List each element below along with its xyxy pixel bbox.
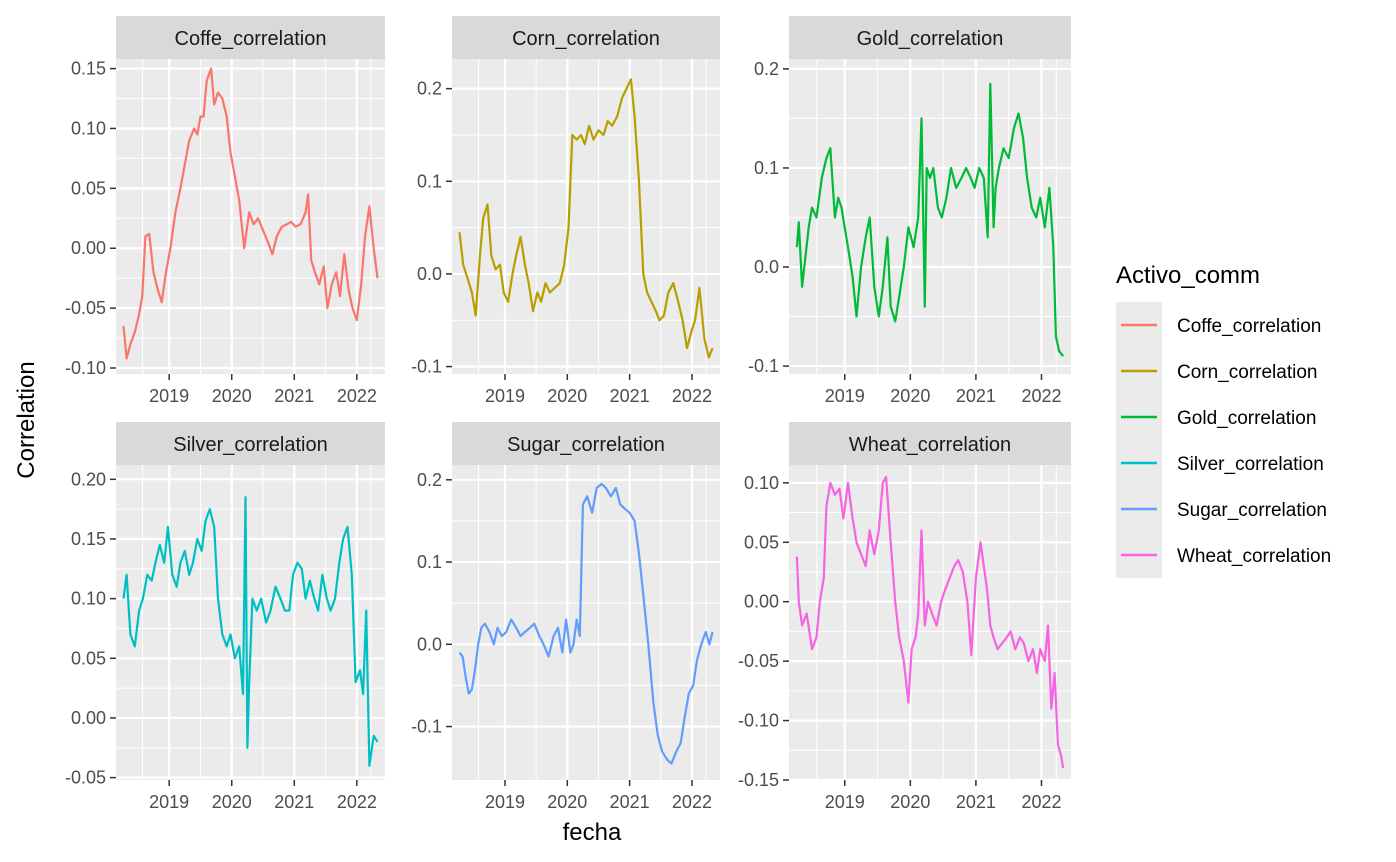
legend-label: Sugar_correlation xyxy=(1177,500,1327,521)
y-tick-label: -0.05 xyxy=(65,298,106,318)
legend-label: Corn_correlation xyxy=(1177,362,1317,383)
y-tick-label: -0.15 xyxy=(738,770,779,790)
facet-strip xyxy=(452,422,720,465)
x-tick-label: 2020 xyxy=(890,792,930,812)
x-tick-label: 2021 xyxy=(274,792,314,812)
x-tick-label: 2019 xyxy=(825,386,865,406)
facet-panels: Coffe_correlation -0.10 -0.05 0.00 0.05 0.10 0… xyxy=(65,16,1071,812)
y-tick-label: 0.05 xyxy=(71,178,106,198)
facet-strip-label: Corn_correlation xyxy=(512,28,660,50)
x-tick-label: 2020 xyxy=(212,386,252,406)
facet-strip xyxy=(116,16,385,59)
legend-title: Activo_comm xyxy=(1116,262,1260,289)
x-tick-label: 2022 xyxy=(672,792,712,812)
x-tick-label: 2020 xyxy=(547,792,587,812)
y-tick-label: 0.05 xyxy=(744,532,779,552)
facet-panel-2: Corn_correlation -0.1 0.0 0.1 0.2 2019 2020 202… xyxy=(411,16,720,406)
x-tick-label: 2021 xyxy=(956,792,996,812)
y-tick-label: 0.00 xyxy=(71,708,106,728)
y-tick-label: 0.15 xyxy=(71,59,106,79)
series-line-Silver_correlation xyxy=(122,496,379,767)
facet-panel-6: Wheat_correlation -0.15 -0.10 -0.05 0.00 0.05… xyxy=(738,422,1071,812)
facet-strip-label: Sugar_correlation xyxy=(507,434,665,456)
y-tick-label: -0.10 xyxy=(65,358,106,378)
panel-background xyxy=(789,465,1071,780)
y-tick-label: 0.2 xyxy=(417,470,442,490)
y-tick-label: 0.0 xyxy=(417,634,442,654)
series-line-Corn_correlation xyxy=(458,78,714,359)
facet-strip xyxy=(452,16,720,59)
y-tick-label: 0.20 xyxy=(71,469,106,489)
facet-strip-label: Gold_correlation xyxy=(857,28,1004,50)
legend-key-background xyxy=(1116,302,1162,578)
x-tick-label: 2020 xyxy=(212,792,252,812)
facet-panel-3: Gold_correlation -0.1 0.0 0.1 0.2 2019 2020 202… xyxy=(748,16,1071,406)
facet-strip-label: Wheat_correlation xyxy=(849,434,1011,456)
x-tick-label: 2022 xyxy=(672,386,712,406)
y-tick-label: 0.00 xyxy=(744,592,779,612)
series-line-Sugar_correlation xyxy=(458,482,714,765)
x-tick-label: 2019 xyxy=(485,792,525,812)
y-tick-label: 0.1 xyxy=(417,171,442,191)
x-tick-label: 2022 xyxy=(1021,386,1061,406)
facet-strip-label: Silver_correlation xyxy=(173,434,328,456)
y-axis-title: Correlation xyxy=(13,361,40,478)
y-tick-label: 0.10 xyxy=(744,473,779,493)
y-tick-label: 0.2 xyxy=(754,59,779,79)
legend-label: Wheat_correlation xyxy=(1177,546,1331,567)
legend-label: Silver_correlation xyxy=(1177,454,1324,475)
x-tick-label: 2021 xyxy=(610,386,650,406)
x-tick-label: 2019 xyxy=(149,386,189,406)
x-tick-label: 2021 xyxy=(274,386,314,406)
y-tick-label: 0.00 xyxy=(71,238,106,258)
y-tick-label: -0.1 xyxy=(748,356,779,376)
y-tick-label: 0.10 xyxy=(71,589,106,609)
legend-label: Coffe_correlation xyxy=(1177,316,1321,337)
x-tick-label: 2019 xyxy=(485,386,525,406)
x-tick-label: 2019 xyxy=(825,792,865,812)
y-tick-label: 0.0 xyxy=(754,257,779,277)
legend: Activo_comm Coffe_correlation Corn_correl… xyxy=(1116,262,1331,578)
x-tick-label: 2022 xyxy=(337,792,377,812)
x-tick-label: 2020 xyxy=(547,386,587,406)
y-tick-label: 0.15 xyxy=(71,529,106,549)
x-tick-label: 2021 xyxy=(956,386,996,406)
x-axis-title: fecha xyxy=(563,819,622,846)
y-tick-label: 0.10 xyxy=(71,118,106,138)
y-tick-label: 0.1 xyxy=(417,552,442,572)
facet-strip xyxy=(789,422,1071,465)
y-tick-label: 0.1 xyxy=(754,158,779,178)
y-tick-label: -0.1 xyxy=(411,717,442,737)
x-tick-label: 2019 xyxy=(149,792,189,812)
facet-panel-4: Silver_correlation -0.05 0.00 0.05 0.10 0.15 0… xyxy=(65,422,385,812)
x-tick-label: 2021 xyxy=(610,792,650,812)
facet-strip-label: Coffe_correlation xyxy=(175,28,327,50)
x-tick-label: 2022 xyxy=(1021,792,1061,812)
y-tick-label: -0.05 xyxy=(738,651,779,671)
x-tick-label: 2022 xyxy=(337,386,377,406)
y-tick-label: -0.05 xyxy=(65,768,106,788)
panel-background xyxy=(452,59,720,374)
facet-panel-5: Sugar_correlation -0.1 0.0 0.1 0.2 2019 2020 20… xyxy=(411,422,720,812)
y-tick-label: -0.10 xyxy=(738,711,779,731)
facet-strip xyxy=(116,422,385,465)
y-tick-label: -0.1 xyxy=(411,357,442,377)
x-tick-label: 2020 xyxy=(890,386,930,406)
y-tick-label: 0.05 xyxy=(71,648,106,668)
panel-background xyxy=(452,465,720,780)
y-tick-label: 0.0 xyxy=(417,264,442,284)
legend-label: Gold_correlation xyxy=(1177,408,1316,429)
series-line-Coffe_correlation xyxy=(122,67,379,360)
panel-background xyxy=(789,59,1071,374)
y-tick-label: 0.2 xyxy=(417,79,442,99)
facet-strip xyxy=(789,16,1071,59)
series-line-Gold_correlation xyxy=(795,82,1064,357)
facet-panel-1: Coffe_correlation -0.10 -0.05 0.00 0.05 0.10 0… xyxy=(65,16,385,406)
series-line-Wheat_correlation xyxy=(795,475,1065,769)
